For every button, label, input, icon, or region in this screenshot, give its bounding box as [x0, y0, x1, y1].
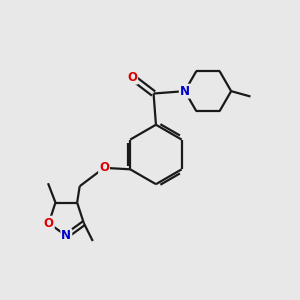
Text: N: N	[180, 85, 190, 98]
Text: N: N	[61, 230, 71, 242]
Text: O: O	[127, 71, 137, 84]
Text: O: O	[99, 161, 109, 174]
Text: O: O	[44, 217, 54, 230]
